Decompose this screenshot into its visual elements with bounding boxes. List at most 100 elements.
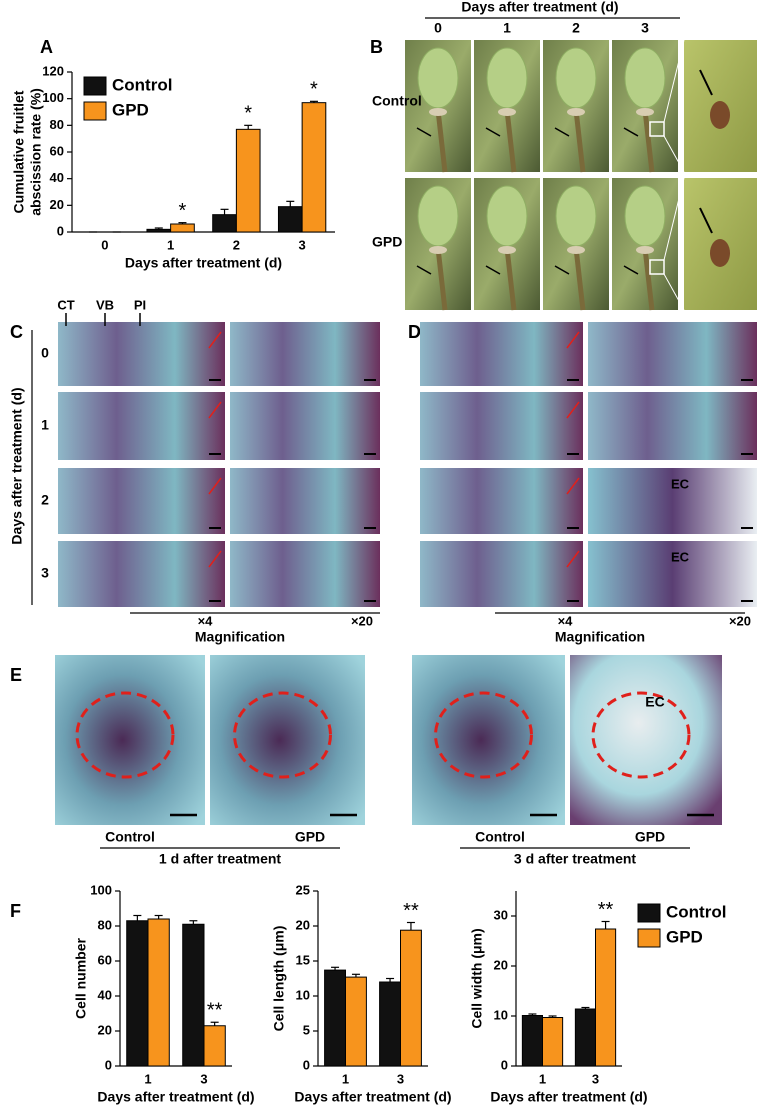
- marker-label: CT: [57, 297, 74, 312]
- bar: [170, 223, 195, 233]
- red-dashed-circle: [75, 691, 175, 779]
- section-photo: [58, 468, 225, 534]
- significance-mark: **: [598, 899, 614, 921]
- region-label: EC: [671, 476, 690, 491]
- red-arrow: [208, 331, 222, 349]
- sample-label: Control: [105, 829, 155, 845]
- x-tick-label: 3: [397, 1071, 404, 1086]
- arrow: [623, 127, 639, 137]
- cell-photo: [210, 655, 365, 825]
- sample-label: GPD: [635, 829, 665, 845]
- bar: [146, 228, 172, 233]
- arrow: [554, 265, 570, 275]
- abscission-zone: [710, 101, 730, 129]
- fruit: [555, 47, 597, 109]
- x-axis-label: Days after treatment (d): [125, 255, 282, 271]
- panel-label: B: [370, 37, 383, 57]
- pedicel-ring: [636, 246, 654, 254]
- region-label: EC: [671, 549, 690, 564]
- panel-label: A: [40, 37, 53, 57]
- significance-mark: *: [179, 200, 187, 222]
- y-tick-label: 40: [50, 170, 64, 185]
- x-axis-label: Days after treatment (d): [294, 1089, 451, 1105]
- section-photo: [230, 468, 380, 534]
- magnification: ×20: [729, 613, 751, 628]
- pedicel-ring: [636, 108, 654, 116]
- section-photo: [58, 322, 225, 386]
- significance-mark: **: [403, 900, 419, 922]
- fruit: [624, 47, 666, 109]
- fruit: [624, 185, 666, 247]
- x-tick-label: 1: [342, 1071, 349, 1086]
- y-tick-label: 80: [98, 917, 112, 932]
- zoom-box: [649, 259, 665, 275]
- legend-label: Control: [666, 902, 726, 921]
- panel-label: E: [10, 665, 22, 685]
- zoom-line: [663, 273, 685, 311]
- sample-label: GPD: [295, 829, 325, 845]
- zoom-line: [663, 135, 685, 173]
- x-tick-label: 3: [200, 1071, 207, 1086]
- legend-swatch: [637, 928, 661, 948]
- zoom-line: [663, 39, 685, 123]
- bar: [542, 1017, 564, 1067]
- stem: [573, 109, 586, 173]
- day-label: 2: [572, 20, 580, 36]
- legend-label: GPD: [112, 100, 149, 119]
- x-tick-label: 1: [167, 237, 174, 252]
- red-dashed-circle: [591, 691, 691, 779]
- arrow: [554, 127, 570, 137]
- y-axis-label: abscission rate (%): [28, 88, 44, 216]
- bar: [400, 929, 422, 1067]
- arrow: [485, 265, 501, 275]
- footer: Magnification: [195, 629, 285, 645]
- stem: [504, 109, 517, 173]
- bar: [521, 1015, 543, 1067]
- fruit: [486, 185, 528, 247]
- y-tick-label: 20: [50, 197, 64, 212]
- section-photo: [230, 322, 380, 386]
- magnification: ×20: [351, 613, 373, 628]
- bar: [379, 981, 402, 1067]
- y-tick-label: 20: [494, 957, 508, 972]
- cell-photo: [55, 655, 205, 825]
- row-label: GPD: [372, 234, 402, 250]
- legend-swatch: [637, 903, 661, 923]
- bar: [235, 128, 261, 233]
- significance-mark: *: [244, 103, 252, 125]
- fruit: [555, 185, 597, 247]
- caption: 1 d after treatment: [159, 851, 281, 867]
- y-tick-label: 0: [57, 223, 64, 238]
- stem: [642, 109, 655, 173]
- pedicel-ring: [498, 246, 516, 254]
- y-tick-label: 80: [50, 117, 64, 132]
- y-tick-label: 20: [296, 917, 310, 932]
- y-tick-label: 30: [494, 907, 508, 922]
- section-photo: [588, 322, 757, 386]
- bar: [126, 920, 149, 1067]
- bar: [277, 206, 303, 233]
- day-label: 1: [41, 417, 49, 433]
- panel-label: C: [10, 322, 23, 342]
- x-axis-label: Days after treatment (d): [490, 1089, 647, 1105]
- sample-label: Control: [475, 829, 525, 845]
- x-tick-label: 3: [299, 237, 306, 252]
- y-tick-label: 40: [98, 987, 112, 1002]
- y-tick-label: 100: [42, 90, 64, 105]
- legend-label: Control: [112, 75, 172, 94]
- red-dashed-circle: [233, 691, 332, 779]
- cell-photo: [570, 655, 722, 825]
- day-label: 3: [641, 20, 649, 36]
- y-tick-label: 120: [42, 63, 64, 78]
- section-photo: [588, 392, 757, 460]
- significance-mark: *: [310, 79, 318, 101]
- zoom-line: [663, 177, 685, 261]
- bar: [301, 102, 327, 233]
- stem: [642, 247, 655, 311]
- y-tick-label: 20: [98, 1022, 112, 1037]
- day-label: 1: [503, 20, 511, 36]
- section-photo: [420, 392, 583, 460]
- day-label: 0: [41, 345, 49, 361]
- y-axis-label: Cell width (μm): [469, 928, 485, 1028]
- pedicel-ring: [429, 246, 447, 254]
